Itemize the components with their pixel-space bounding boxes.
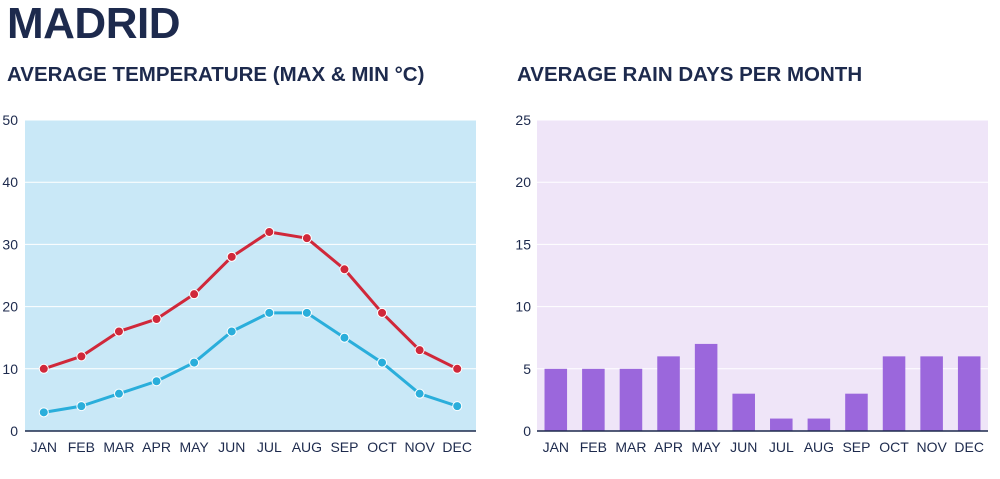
rain-bar	[807, 418, 831, 431]
rain-bar	[845, 393, 868, 431]
temp-x-tick-label: SEP	[330, 439, 358, 455]
rain-y-tick-label: 0	[523, 423, 531, 439]
temp-x-tick-label: JUL	[257, 439, 282, 455]
rain-y-tick-label: 10	[515, 299, 531, 315]
temp-max-line	[43, 230, 458, 371]
rain-bar	[582, 368, 605, 431]
temp-x-tick-label: JUN	[218, 439, 245, 455]
rain-x-tick-label: AUG	[804, 439, 834, 455]
temp-min-point	[414, 388, 425, 399]
temp-max-point	[264, 226, 275, 237]
temp-min-point	[226, 326, 237, 337]
temp-min-point	[452, 401, 463, 412]
rain-bar	[770, 418, 793, 431]
temp-y-tick-label: 40	[2, 174, 18, 190]
rain-x-tick-label: APR	[654, 439, 683, 455]
temp-x-tick-label: OCT	[367, 439, 397, 455]
temp-max-point	[38, 363, 49, 374]
rain-plot-area	[537, 120, 988, 431]
rain-x-tick-label: MAY	[691, 439, 721, 455]
rain-bar	[957, 356, 981, 431]
page-title: MADRID	[7, 0, 180, 48]
rain-x-tick-label: MAR	[615, 439, 646, 455]
rain-x-tick-label: JUL	[769, 439, 794, 455]
temp-max-point	[339, 264, 350, 275]
rain-x-tick-label: SEP	[842, 439, 870, 455]
rain-bar	[619, 368, 643, 431]
temp-x-tick-label: MAR	[103, 439, 134, 455]
temp-x-tick-label: MAY	[179, 439, 209, 455]
rain-y-tick-label: 25	[515, 112, 531, 128]
rain-bar	[657, 356, 680, 431]
temp-min-point	[38, 407, 49, 418]
rain-y-tick-label: 5	[523, 361, 531, 377]
temp-x-tick-label: AUG	[292, 439, 322, 455]
temp-min-point	[301, 307, 312, 318]
temp-max-point	[301, 233, 312, 244]
rain-y-tick-label: 15	[515, 236, 531, 252]
temperature-chart-title: AVERAGE TEMPERATURE (MAX & MIN °C)	[7, 63, 425, 86]
rain-x-tick-label: JUN	[730, 439, 757, 455]
rain-x-tick-label: JAN	[543, 439, 569, 455]
rain-bar	[920, 356, 943, 431]
rain-x-tick-label: FEB	[580, 439, 607, 455]
temp-min-point	[151, 376, 162, 387]
rain-bar	[694, 343, 718, 431]
rain-bar	[882, 356, 906, 431]
rain-bar	[544, 368, 568, 431]
temp-max-point	[226, 251, 237, 262]
temp-y-tick-label: 0	[10, 423, 18, 439]
temp-x-tick-label: FEB	[68, 439, 95, 455]
temp-x-tick-label: DEC	[442, 439, 472, 455]
temp-y-tick-label: 30	[2, 236, 18, 252]
temp-max-point	[76, 351, 87, 362]
temp-min-line	[43, 311, 458, 414]
temp-x-tick-label: JAN	[31, 439, 57, 455]
rain-y-tick-label: 20	[515, 174, 531, 190]
temp-x-tick-label: NOV	[404, 439, 435, 455]
temp-y-tick-label: 20	[2, 299, 18, 315]
temp-max-point	[151, 314, 162, 325]
rain-x-tick-label: NOV	[916, 439, 947, 455]
temp-max-point	[189, 289, 200, 300]
rain-chart-title: AVERAGE RAIN DAYS PER MONTH	[517, 63, 863, 86]
temp-max-point	[452, 363, 463, 374]
temp-min-point	[377, 357, 388, 368]
temp-min-point	[76, 401, 87, 412]
temp-min-point	[339, 332, 350, 343]
temp-min-point	[113, 388, 124, 399]
temp-max-point	[377, 307, 388, 318]
temp-max-point	[414, 345, 425, 356]
temp-x-tick-label: APR	[142, 439, 171, 455]
temp-y-tick-label: 10	[2, 361, 18, 377]
rain-x-tick-label: OCT	[879, 439, 909, 455]
temp-max-point	[113, 326, 124, 337]
rain-bar	[732, 393, 755, 431]
rain-x-tick-label: DEC	[954, 439, 984, 455]
temp-min-point	[264, 307, 275, 318]
temp-min-point	[189, 357, 200, 368]
temp-y-tick-label: 50	[2, 112, 18, 128]
